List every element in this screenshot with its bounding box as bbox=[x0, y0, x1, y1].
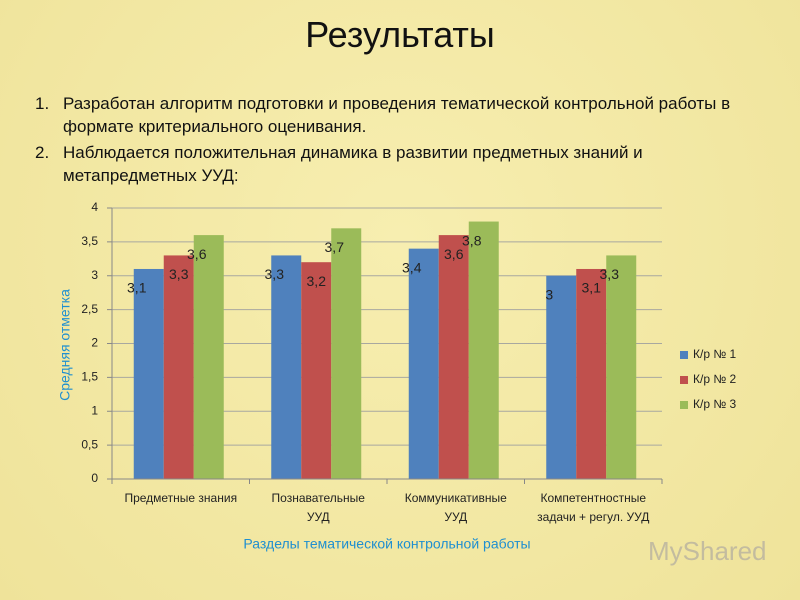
legend-swatch bbox=[680, 401, 688, 409]
value-label: 3,6 bbox=[444, 246, 464, 262]
x-tick-label: Познавательные УУД bbox=[271, 491, 365, 524]
watermark: MyShared bbox=[648, 536, 767, 566]
value-label: 3,2 bbox=[307, 273, 327, 289]
value-label: 3,1 bbox=[127, 280, 147, 296]
value-label: 3 bbox=[545, 286, 553, 302]
legend-swatch bbox=[680, 351, 688, 359]
bar bbox=[438, 235, 469, 479]
list-marker: 1. bbox=[35, 94, 50, 113]
bar bbox=[271, 255, 302, 479]
bar bbox=[163, 255, 194, 479]
value-label: 3,6 bbox=[187, 246, 207, 262]
bar bbox=[301, 262, 332, 479]
legend-label: К/р № 1 bbox=[693, 347, 737, 361]
bar bbox=[133, 268, 164, 479]
x-tick-label: Коммуникативные УУД bbox=[404, 491, 507, 524]
y-tick-label: 0,5 bbox=[81, 437, 98, 451]
bar bbox=[331, 228, 362, 479]
list-text: Наблюдается положительная динамика в раз… bbox=[63, 143, 643, 185]
legend-swatch bbox=[680, 376, 688, 384]
y-tick-label: 2,5 bbox=[81, 302, 98, 316]
value-label: 3,4 bbox=[402, 259, 422, 275]
x-tick-label: Предметные знания bbox=[124, 491, 238, 505]
y-axis-title: Средняя отметка bbox=[57, 289, 73, 401]
legend-label: К/р № 3 bbox=[693, 397, 737, 411]
y-tick-label: 1 bbox=[91, 403, 98, 417]
value-label: 3,7 bbox=[325, 239, 345, 255]
list-marker: 2. bbox=[35, 143, 50, 162]
y-tick-label: 4 bbox=[91, 200, 98, 214]
slide-title: Результаты bbox=[305, 14, 495, 55]
bar bbox=[546, 275, 577, 479]
x-axis-title: Разделы тематической контрольной работы bbox=[243, 536, 530, 552]
bar bbox=[576, 268, 607, 479]
bar bbox=[468, 221, 499, 480]
bar bbox=[193, 235, 224, 479]
list-item: 2. Наблюдается положительная динамика в р… bbox=[35, 141, 775, 187]
list-text: Разработан алгоритм подготовки и проведе… bbox=[63, 94, 731, 136]
bar bbox=[408, 248, 439, 479]
y-tick-label: 0 bbox=[91, 471, 98, 485]
legend-label: К/р № 2 bbox=[693, 372, 737, 386]
value-label: 3,1 bbox=[582, 280, 602, 296]
y-tick-label: 3 bbox=[91, 268, 98, 282]
list-item: 1. Разработан алгоритм подготовки и прове… bbox=[35, 92, 775, 138]
bar bbox=[606, 255, 637, 479]
value-label: 3,3 bbox=[600, 266, 620, 282]
y-tick-label: 2 bbox=[91, 336, 98, 350]
value-label: 3,3 bbox=[169, 266, 189, 282]
value-label: 3,8 bbox=[462, 232, 482, 248]
y-tick-label: 3,5 bbox=[81, 234, 98, 248]
value-label: 3,3 bbox=[265, 266, 285, 282]
y-tick-label: 1,5 bbox=[81, 370, 98, 384]
x-tick-label: Компетентностные задачи + регул. УУД bbox=[537, 491, 650, 524]
